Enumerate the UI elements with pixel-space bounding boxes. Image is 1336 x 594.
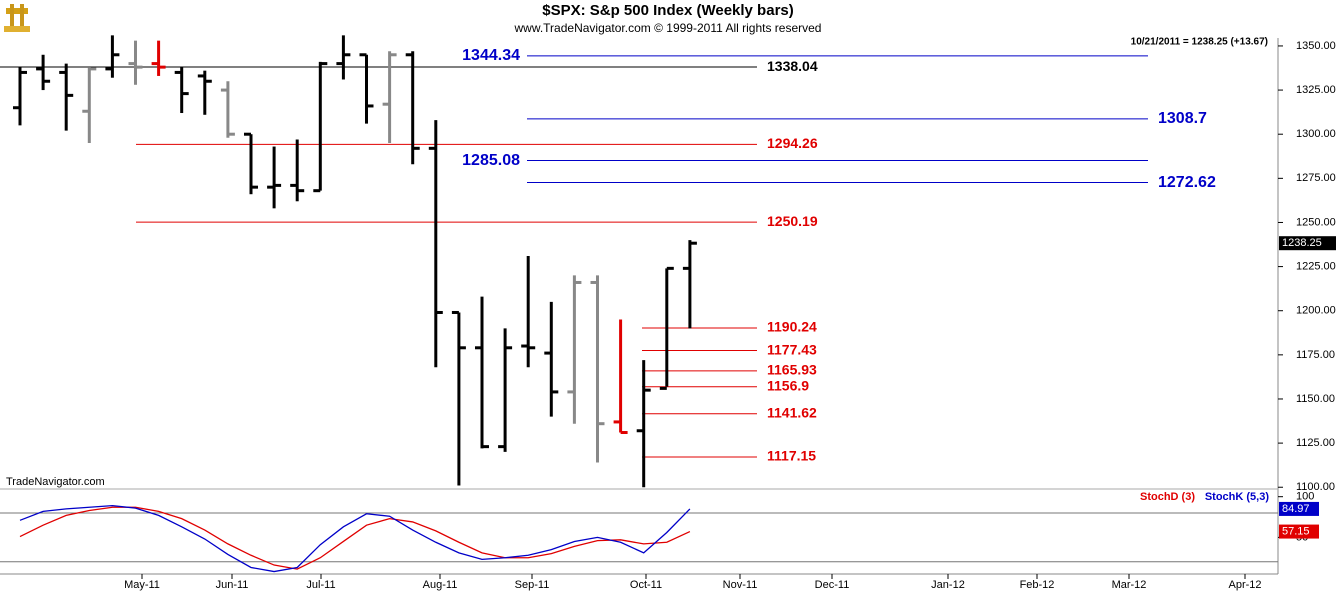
value-label: 57.15 [1282, 525, 1310, 537]
last-price-label: 1238.25 [1282, 237, 1322, 249]
x-tick-label: Feb-12 [1020, 579, 1055, 591]
last-price-box [1279, 236, 1336, 251]
level-label: 1285.08 [462, 152, 520, 169]
y-tick-label: 1150.00 [1296, 393, 1335, 405]
y-tick-label: 1300.00 [1296, 128, 1336, 140]
watermark: TradeNavigator.com [6, 476, 105, 488]
level-label: 1250.19 [767, 213, 818, 229]
y-tick-label: 1175.00 [1296, 349, 1335, 361]
level-label: 1156.9 [767, 378, 809, 394]
level-label: 1190.24 [767, 319, 817, 335]
chart-subtitle: www.TradeNavigator.com © 1999-2011 All r… [514, 21, 822, 35]
y-tick-label: 1100.00 [1296, 481, 1335, 493]
x-tick-label: Jul-11 [306, 579, 335, 591]
level-label: 1177.43 [767, 341, 817, 357]
last-info: 10/21/2011 = 1238.25 (+13.67) [1131, 37, 1268, 48]
level-label: 1165.93 [767, 362, 817, 378]
x-tick-label: Jan-12 [931, 579, 965, 591]
level-label: 1272.62 [1158, 174, 1216, 191]
y-tick-label: 1350.00 [1296, 40, 1336, 52]
x-tick-label: Nov-11 [723, 579, 758, 591]
value-box [1279, 524, 1319, 539]
level-label: 1338.04 [767, 58, 818, 74]
y-tick-label: 1250.00 [1296, 216, 1336, 228]
y-tick-label: 1325.00 [1296, 84, 1336, 96]
y-tick-label: 1125.00 [1296, 437, 1335, 449]
value-box [1279, 501, 1319, 516]
x-tick-label: Jun-11 [216, 579, 249, 591]
x-tick-label: Oct-11 [630, 579, 662, 591]
legend-entry: StochD (3) [1140, 491, 1195, 503]
value-label: 84.97 [1282, 503, 1310, 515]
x-tick-label: Dec-11 [815, 579, 850, 591]
x-tick-label: Apr-12 [1228, 579, 1261, 591]
level-label: 1294.26 [767, 135, 818, 151]
y-tick-label: 1275.00 [1296, 172, 1336, 184]
level-label: 1117.15 [767, 448, 816, 464]
y-tick-label: 1225.00 [1296, 260, 1336, 272]
level-label: 1344.34 [462, 47, 520, 64]
level-label: 1308.7 [1158, 110, 1207, 127]
logo [4, 4, 30, 32]
x-tick-label: Sep-11 [515, 579, 550, 591]
legend-entry: StochK (5,3) [1205, 491, 1270, 503]
stoch-line [19, 504, 691, 573]
chart-title: $SPX: S&p 500 Index (Weekly bars) [542, 2, 794, 19]
x-tick-label: Mar-12 [1112, 579, 1147, 591]
y-tick-label: 100 [1296, 491, 1314, 503]
y-tick-label: 1200.00 [1296, 305, 1336, 317]
x-tick-label: May-11 [124, 579, 160, 591]
x-tick-label: Aug-11 [423, 579, 458, 591]
level-label: 1141.62 [767, 404, 817, 420]
